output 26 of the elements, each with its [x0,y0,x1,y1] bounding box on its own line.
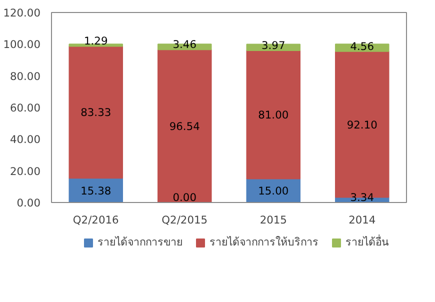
y-tick-label: 120.00 [3,6,41,20]
x-tick-label: Q2/2015 [162,214,208,226]
y-tick-label: 0.00 [16,196,41,210]
data-label: 4.56 [350,40,374,53]
data-label: 92.10 [346,118,378,132]
x-tick-label: Q2/2016 [72,214,120,226]
y-tick-label: 60.00 [10,102,41,114]
bar [246,50,300,180]
legend-label: รายได้จากการให้บริการ [210,234,318,250]
bar [158,49,212,202]
data-label: 15.00 [258,184,289,198]
data-label: 83.33 [80,106,112,120]
data-label: 0.00 [172,190,197,204]
x-tick-label: 2014 [348,214,376,226]
x-tick-label: 2015 [260,214,287,226]
data-label: 96.54 [169,120,200,134]
bar [68,46,123,179]
y-tick-label: 80.00 [10,70,41,83]
y-tick-label: 20.00 [10,164,41,178]
data-label: 3.34 [350,190,374,204]
data-label: 81.00 [258,108,289,122]
y-tick-label: 100.00 [3,38,41,52]
data-label: 15.38 [80,184,112,198]
legend-label: รายได้จากการขาย [98,234,182,250]
y-tick-label: 40.00 [10,133,41,146]
legend-label: รายได้อื่น [346,234,388,250]
